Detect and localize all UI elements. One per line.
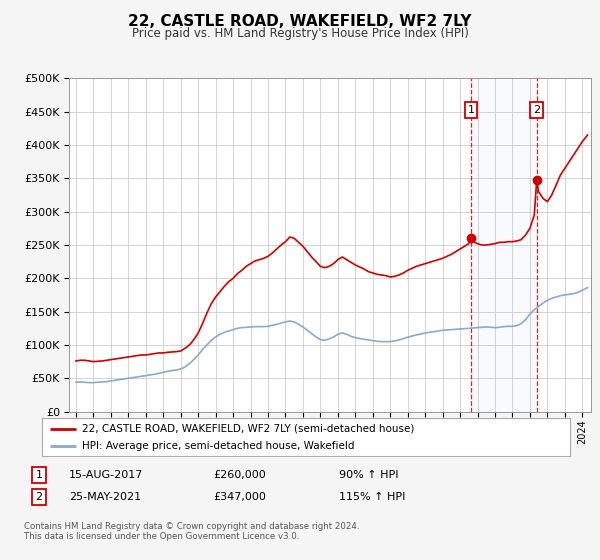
Text: 2: 2 — [533, 105, 540, 115]
Text: 1: 1 — [467, 105, 475, 115]
Text: 22, CASTLE ROAD, WAKEFIELD, WF2 7LY (semi-detached house): 22, CASTLE ROAD, WAKEFIELD, WF2 7LY (sem… — [82, 423, 414, 433]
Text: HPI: Average price, semi-detached house, Wakefield: HPI: Average price, semi-detached house,… — [82, 441, 354, 451]
Text: 1: 1 — [35, 470, 43, 480]
Text: Price paid vs. HM Land Registry's House Price Index (HPI): Price paid vs. HM Land Registry's House … — [131, 27, 469, 40]
Text: £347,000: £347,000 — [213, 492, 266, 502]
Text: Contains HM Land Registry data © Crown copyright and database right 2024.
This d: Contains HM Land Registry data © Crown c… — [24, 522, 359, 542]
Bar — [471, 78, 537, 412]
Text: £260,000: £260,000 — [213, 470, 266, 480]
Text: 15-AUG-2017: 15-AUG-2017 — [69, 470, 143, 480]
Text: 2: 2 — [35, 492, 43, 502]
Text: 22, CASTLE ROAD, WAKEFIELD, WF2 7LY: 22, CASTLE ROAD, WAKEFIELD, WF2 7LY — [128, 14, 472, 29]
Text: 25-MAY-2021: 25-MAY-2021 — [69, 492, 141, 502]
Text: 90% ↑ HPI: 90% ↑ HPI — [339, 470, 398, 480]
Text: 115% ↑ HPI: 115% ↑ HPI — [339, 492, 406, 502]
